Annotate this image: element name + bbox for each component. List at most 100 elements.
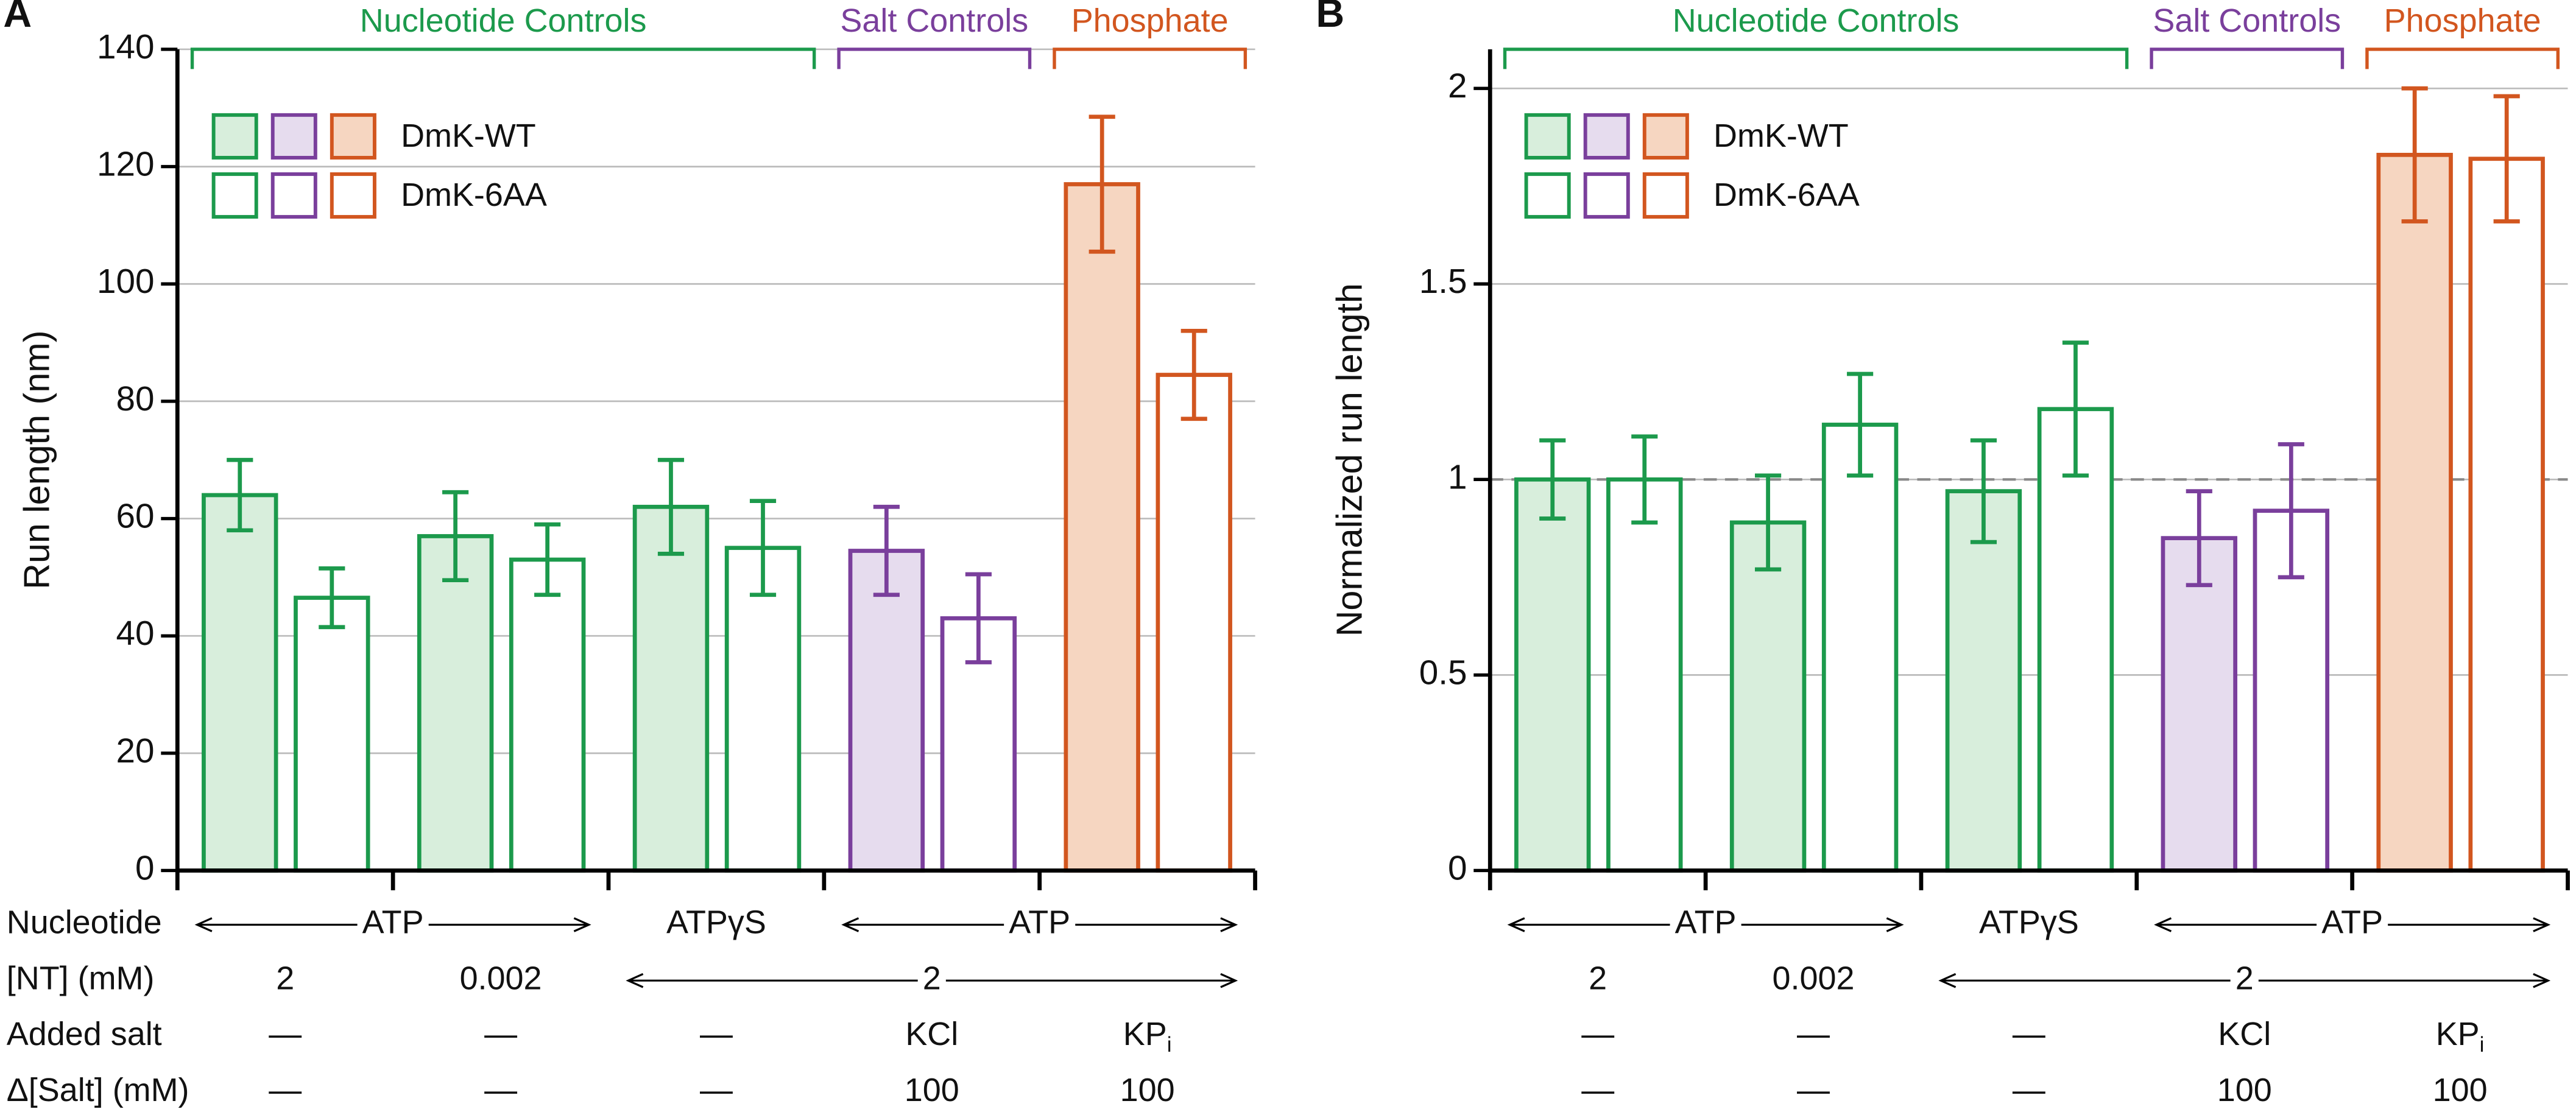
table-cell: 0.002 xyxy=(460,960,542,996)
legend-swatch xyxy=(270,113,317,160)
error-bar xyxy=(1631,434,1658,525)
error-bar xyxy=(1755,473,1782,572)
row-label: Δ[Salt] (mM) xyxy=(7,1072,189,1108)
bar xyxy=(724,546,802,873)
header-bracket xyxy=(1503,48,2129,69)
y-tick-label: 120 xyxy=(97,146,154,184)
error-bar xyxy=(2062,340,2089,478)
legend-label: DmK-6AA xyxy=(401,177,547,213)
error-bar xyxy=(657,457,685,556)
cell-bg xyxy=(2230,960,2259,997)
bar xyxy=(294,596,370,873)
panel-label: A xyxy=(3,0,32,35)
error-bar xyxy=(319,566,345,630)
y-tick-label: 2 xyxy=(1448,67,1467,105)
table-cell: — xyxy=(269,1072,302,1108)
legend-swatch xyxy=(1642,172,1689,219)
bar xyxy=(1514,477,1591,873)
table-cell: — xyxy=(484,1072,517,1108)
cell-bg xyxy=(917,960,946,997)
table-cell: ATP xyxy=(1675,904,1737,941)
table-cell: — xyxy=(700,1072,733,1108)
table-cell: KCl xyxy=(905,1016,958,1052)
table-cell: ATP xyxy=(1009,904,1070,941)
error-bar xyxy=(749,499,777,597)
y-axis-label: Run length (nm) xyxy=(16,331,57,589)
legend-label: DmK-WT xyxy=(401,118,536,154)
bar xyxy=(417,534,494,873)
table-cell: 2 xyxy=(923,960,941,996)
cell-bg xyxy=(1004,904,1076,941)
error-bar xyxy=(2278,442,2304,580)
error-bar xyxy=(2401,86,2428,223)
table-cell: — xyxy=(1797,1072,1830,1108)
error-bar xyxy=(2186,489,2212,588)
cell-text: KP xyxy=(2436,1016,2480,1052)
bar xyxy=(2376,152,2453,873)
panel-label: B xyxy=(1316,0,1344,35)
bar xyxy=(632,504,710,873)
legend-swatch xyxy=(1583,113,1630,160)
y-tick-label: 60 xyxy=(116,497,155,535)
bar xyxy=(1064,182,1140,873)
error-bar xyxy=(1089,114,1115,254)
error-bar xyxy=(1539,438,1566,521)
cell-text: KP xyxy=(1123,1016,1167,1052)
error-bar xyxy=(965,572,992,664)
y-tick-label: 1.5 xyxy=(1419,262,1467,301)
bar xyxy=(2161,536,2237,873)
table-cell: — xyxy=(1581,1016,1614,1052)
table-cell: — xyxy=(2013,1072,2045,1108)
table-cell: 100 xyxy=(2217,1072,2272,1108)
legend-swatch xyxy=(1524,172,1571,219)
y-tick-label: 0 xyxy=(1448,849,1467,887)
table-cell: — xyxy=(1797,1016,1830,1052)
table-cell: ATP xyxy=(2321,904,2383,941)
header-label: Phosphate xyxy=(1071,2,1229,39)
y-axis-label: Normalized run length xyxy=(1329,283,1369,636)
bar xyxy=(1945,489,2022,873)
legend-swatch xyxy=(270,172,317,219)
header-label: Nucleotide Controls xyxy=(360,2,647,39)
cell-bg xyxy=(2317,904,2388,941)
y-tick-label: 140 xyxy=(97,28,154,66)
error-bar xyxy=(534,522,561,597)
error-bar xyxy=(442,490,469,583)
table-cell: — xyxy=(484,1016,517,1052)
bar xyxy=(1729,520,1807,873)
header-bracket xyxy=(2365,48,2560,69)
y-tick-label: 80 xyxy=(116,380,155,418)
legend-label: DmK-WT xyxy=(1713,118,1849,154)
row-label: [NT] (mM) xyxy=(7,960,155,996)
error-bar xyxy=(1180,328,1207,421)
table-cell: 0.002 xyxy=(1773,960,1855,996)
error-bar xyxy=(2493,94,2520,223)
table-cell: ATPγS xyxy=(666,904,766,941)
bar xyxy=(2468,157,2545,873)
row-label: Added salt xyxy=(7,1016,162,1052)
error-bar xyxy=(1970,438,1997,544)
y-tick-label: 100 xyxy=(97,262,154,301)
y-tick-label: 0 xyxy=(135,849,155,887)
y-tick-label: 20 xyxy=(116,732,155,770)
header-bracket xyxy=(190,48,816,69)
cell-subscript: i xyxy=(2480,1033,2485,1057)
bar xyxy=(848,549,925,873)
table-cell: KPi xyxy=(2436,1016,2485,1057)
header-label: Phosphate xyxy=(2384,2,2541,39)
table-cell: KPi xyxy=(1123,1016,1172,1057)
table-cell: 2 xyxy=(276,960,294,996)
bar xyxy=(2037,407,2114,873)
table-cell: — xyxy=(2013,1016,2045,1052)
cell-bg xyxy=(1670,904,1741,941)
bar xyxy=(202,493,278,873)
y-tick-label: 1 xyxy=(1448,458,1467,496)
y-tick-label: 40 xyxy=(116,614,155,653)
header-label: Salt Controls xyxy=(840,2,1028,39)
bar xyxy=(509,557,586,873)
legend-swatch xyxy=(211,172,258,219)
table-cell: 100 xyxy=(2433,1072,2488,1108)
error-bar xyxy=(1847,371,1874,478)
table-cell: 100 xyxy=(905,1072,959,1108)
legend-swatch xyxy=(330,113,376,160)
